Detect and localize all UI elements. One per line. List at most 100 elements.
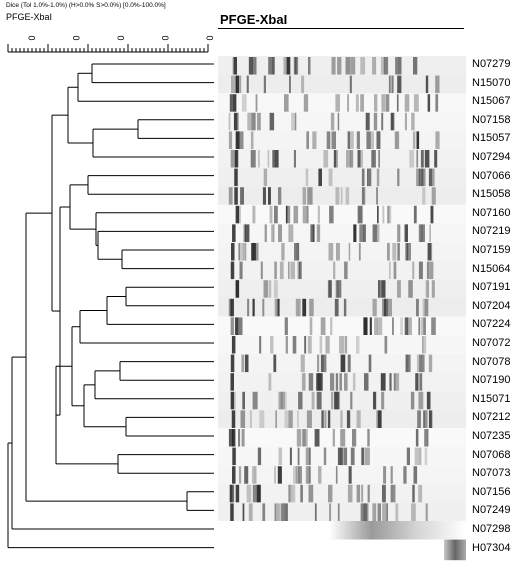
gel-band <box>305 168 309 187</box>
gel-band <box>255 243 259 261</box>
gel-band <box>323 150 329 168</box>
gel-band <box>350 57 356 75</box>
gel-band <box>288 224 294 242</box>
gel-band <box>294 112 297 131</box>
gel-band <box>308 57 311 75</box>
gel-band <box>339 336 344 354</box>
gel-band <box>363 503 368 521</box>
gel-band <box>361 168 365 187</box>
gel-band <box>395 503 399 521</box>
gel-band <box>308 373 314 391</box>
gel-band <box>289 447 292 466</box>
gel-band <box>435 131 440 149</box>
gel-band <box>367 168 372 187</box>
gel-band <box>378 280 382 298</box>
gel-band <box>387 205 390 224</box>
gel-band <box>396 94 399 112</box>
gel-band <box>293 57 297 75</box>
gel-lane <box>218 56 466 76</box>
gel-band <box>413 94 419 112</box>
gel-band <box>279 261 284 280</box>
gel-band <box>300 484 303 503</box>
gel-band <box>316 391 322 410</box>
scale-tick-label: 0 <box>72 35 82 40</box>
gel-band <box>425 503 428 521</box>
gel-lane <box>218 297 466 317</box>
gel-band <box>424 429 428 447</box>
gel-band <box>392 243 397 261</box>
gel-band <box>397 224 401 242</box>
gel-band <box>330 112 335 131</box>
gel-band <box>390 484 396 503</box>
gel-band <box>274 466 276 484</box>
gel-band <box>305 447 309 466</box>
gel-band <box>408 280 412 298</box>
gel-band <box>397 280 401 298</box>
gel-band <box>322 410 325 428</box>
gel-band <box>395 57 399 75</box>
gel-band <box>252 484 257 503</box>
gel-band <box>350 391 353 410</box>
gel-band <box>426 429 429 447</box>
gel-band <box>258 150 260 168</box>
gel-band <box>372 503 377 521</box>
gel-band <box>416 298 419 317</box>
gel-band <box>319 336 323 354</box>
gel-band <box>409 150 415 168</box>
gel-band <box>424 447 428 466</box>
gel-band <box>241 354 245 373</box>
gel-band <box>302 205 307 224</box>
gel-band <box>284 317 288 335</box>
gel-band <box>434 150 438 168</box>
gel-band <box>293 150 296 168</box>
gel-band <box>346 150 351 168</box>
gel-band <box>268 57 273 75</box>
gel-band <box>425 280 428 298</box>
gel-band <box>333 261 336 280</box>
gel-band <box>335 280 339 298</box>
gel-band <box>286 205 291 224</box>
gel-band <box>247 298 250 317</box>
gel-band <box>297 410 299 428</box>
gel-band <box>356 484 361 503</box>
gel-band <box>241 429 245 447</box>
gel-band <box>416 150 419 168</box>
gel-band <box>274 150 279 168</box>
scale-tick-label: 0 <box>27 35 37 40</box>
gel-band <box>295 298 299 317</box>
gel-band <box>307 336 312 354</box>
gel-band <box>332 429 335 447</box>
gel-band <box>329 205 334 224</box>
gel-band <box>377 410 382 428</box>
panel-title-rule <box>218 28 464 29</box>
gel-band <box>346 410 351 428</box>
gel-band <box>234 168 238 187</box>
strain-label: N07279 <box>472 58 511 70</box>
gel-band <box>228 112 231 131</box>
gel-band <box>256 484 261 503</box>
gel-band <box>309 317 313 335</box>
gel-band <box>404 224 408 242</box>
gel-band <box>306 205 309 224</box>
gel-band <box>304 336 307 354</box>
gel-band <box>385 94 390 112</box>
gel-band <box>337 503 340 521</box>
gel-band <box>291 112 295 131</box>
gel-band <box>231 429 236 447</box>
gel-band <box>347 94 349 112</box>
gel-band <box>418 261 423 280</box>
gel-band <box>269 205 273 224</box>
gel-band <box>353 224 357 242</box>
gel-band <box>393 261 397 280</box>
gel-band <box>240 187 244 205</box>
gel-band <box>363 224 366 242</box>
gel-band <box>270 336 274 354</box>
gel-band <box>376 410 378 428</box>
gel-band <box>303 94 309 112</box>
gel-band <box>268 373 272 391</box>
gel-band <box>278 224 282 242</box>
gel-band <box>268 187 271 205</box>
strain-label: N07078 <box>472 355 511 368</box>
gel-band <box>364 373 369 391</box>
gel-band <box>380 57 386 75</box>
